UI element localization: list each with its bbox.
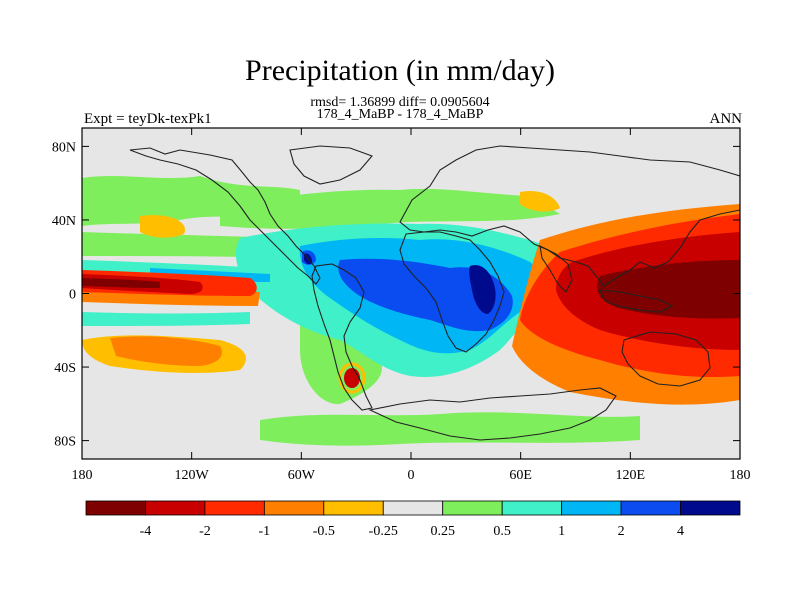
field-gold-pacnw <box>140 215 186 238</box>
continent-outlines <box>129 145 740 441</box>
outline-eurasia <box>399 145 740 287</box>
x-tick-label: 180 <box>72 468 93 483</box>
y-tick-label: 80N <box>52 140 76 155</box>
outline-greenland <box>289 145 373 185</box>
x-tick-label: 120E <box>616 468 646 483</box>
field-green-north2 <box>220 188 560 229</box>
colorbar: -4 -2 -1 -0.5 -0.25 0.25 0.5 1 2 4 <box>85 500 741 539</box>
season-label: ANN <box>709 111 743 127</box>
colorbar-swatch <box>382 500 444 516</box>
x-tick-label: 180 <box>730 468 751 483</box>
field-darkblue-africa <box>338 258 513 332</box>
y-tick-label: 40N <box>52 214 76 229</box>
colorbar-swatch <box>620 500 681 516</box>
field-gold-atlantic <box>520 190 560 212</box>
colorbar-label: 4 <box>677 524 684 539</box>
x-tick-label: 0 <box>408 468 415 483</box>
colorbar-label: 2 <box>618 524 625 539</box>
y-tick-label: 40S <box>54 361 76 376</box>
colorbar-swatch <box>263 500 325 516</box>
colorbar-label: 0.25 <box>430 524 455 539</box>
colorbar-swatch <box>501 500 563 516</box>
field-orange-southpac <box>110 336 222 366</box>
y-ticks: 80N 40N 0 40S 80S <box>52 140 740 450</box>
colorbar-label: 0.5 <box>493 524 511 539</box>
outline-indonesia <box>599 289 674 313</box>
field-red-southatlantic <box>344 368 360 388</box>
x-tick-label: 120W <box>175 468 210 483</box>
colorbar-label: -1 <box>259 524 271 539</box>
colorbar-label: -4 <box>140 524 152 539</box>
y-tick-label: 0 <box>69 288 76 303</box>
colorbar-label: -2 <box>199 524 211 539</box>
outline-india <box>539 245 573 293</box>
colorbar-swatch <box>680 500 741 516</box>
x-tick-label: 60W <box>288 468 316 483</box>
comparison-subtitle: 178_4_MaBP - 178_4_MaBP <box>316 107 484 122</box>
field-maroon-west <box>82 278 160 288</box>
x-ticks: 180 120W 60W 0 60E 120E 180 <box>72 128 751 483</box>
experiment-label: Expt = teyDk-texPk1 <box>84 111 212 127</box>
colorbar-swatch <box>323 500 384 516</box>
colorbar-label: -0.5 <box>313 524 335 539</box>
outline-south-america <box>311 263 373 411</box>
colorbar-label: 1 <box>558 524 565 539</box>
outline-antarctica <box>368 387 617 441</box>
colorbar-swatch <box>204 500 265 516</box>
colorbar-swatch <box>561 500 622 516</box>
stats-subtitle: rmsd= 1.36899 diff= 0.0905604 <box>310 95 490 110</box>
chart-title: Precipitation (in mm/day) <box>245 54 555 87</box>
y-tick-label: 80S <box>54 435 76 450</box>
outline-australia <box>621 331 711 387</box>
outline-north-america <box>129 147 321 285</box>
field-maroon-pacific <box>596 260 740 319</box>
x-tick-label: 60E <box>509 468 532 483</box>
field-green-south <box>260 412 640 446</box>
colorbar-swatch <box>85 500 146 516</box>
outline-africa <box>399 231 505 353</box>
colorbar-label: -0.25 <box>369 524 398 539</box>
field-cyan-pacsouth <box>82 312 250 326</box>
colorbar-swatch <box>145 500 206 516</box>
field-navy-eastafrica <box>469 264 496 314</box>
colorbar-swatch <box>442 500 503 516</box>
